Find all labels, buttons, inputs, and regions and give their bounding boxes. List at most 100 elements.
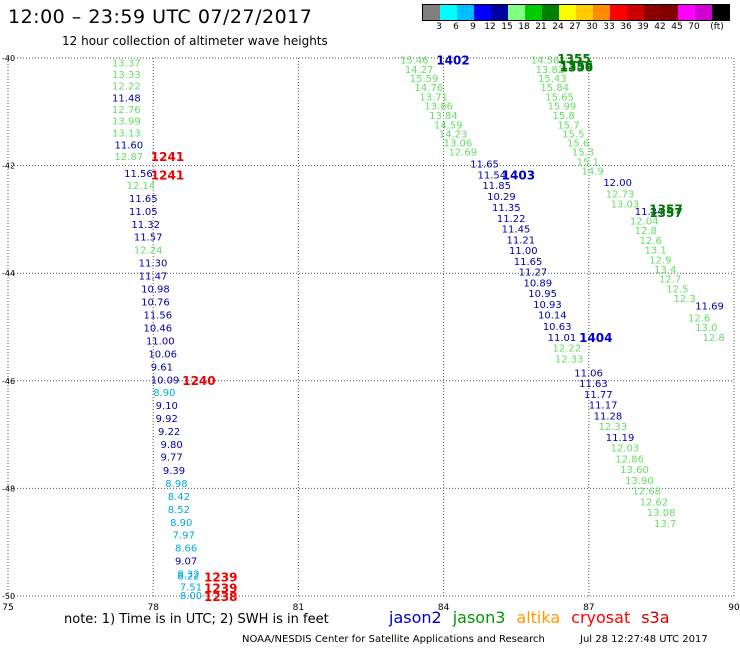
wave-height-value: 13.08 [647,508,676,519]
wave-height-value: 11.17 [589,401,618,412]
wave-height-value: 9.61 [151,362,173,373]
pass-number-label: 1239 [204,571,237,585]
wave-height-value: 14.9 [582,167,604,178]
wave-height-value: 11.65 [129,194,158,205]
pass-number-label: 1239 [204,581,237,595]
wave-height-value: 11.01 [548,333,577,344]
y-tick-label: -48 [2,484,15,493]
color-scale-bar [422,4,730,21]
wave-height-value: 11.00 [146,337,175,348]
wave-height-value: 10.63 [543,322,572,333]
wave-height-value: 12.04 [630,217,659,228]
scale-tick-label: 9 [470,22,476,32]
wave-height-value: 11.85 [482,181,511,192]
wave-height-value: 11.27 [519,268,548,279]
wave-height-value: 8.00 [180,591,202,602]
y-tick-label: -42 [2,162,15,171]
wave-height-value: 12.22 [553,344,582,355]
scale-swatch [695,5,712,20]
wave-height-value: 12.33 [598,422,627,433]
wave-height-value: 12.8 [635,226,657,237]
pass-number-label: 1241 [151,168,184,182]
wave-height-value: 10.93 [533,300,562,311]
wave-height-value: 9.92 [156,414,178,425]
wave-height-value: 8.90 [153,388,175,399]
scale-tick-label: 33 [603,22,615,32]
wave-height-value: 13.37 [112,58,141,69]
wave-height-value: 11.45 [502,225,531,236]
wave-height-value: 12.5 [666,284,688,295]
satellite-legend: jason2 jason3 altika cryosat s3a [389,608,681,627]
wave-height-value: 13.84 [429,111,458,122]
wave-height-value: 11.60 [114,141,143,152]
wave-height-value: 7.51 [180,582,202,593]
wave-height-value: 12.6 [688,313,710,324]
legend-cryosat: cryosat [571,608,631,627]
scale-swatch [423,5,440,20]
wave-height-value: 11.57 [134,233,163,244]
wave-height-value: 14.27 [405,65,434,76]
wave-height-value: 13.1 [644,246,666,257]
wave-height-value: 11.77 [584,390,613,401]
pass-number-label: 1357 [649,206,682,220]
wave-height-value: 9.10 [156,401,178,412]
wave-height-value: 12.8 [703,333,725,344]
wave-height-value: 11.06 [574,368,603,379]
pass-number-label: 1356 [560,61,593,75]
wave-height-value: 11.56 [124,169,153,180]
wave-height-value: 13.71 [419,92,448,103]
wave-height-value: 12.62 [640,497,669,508]
scale-tick-label: 3 [436,22,442,32]
wave-height-value: 11.47 [139,271,168,282]
wave-height-value: 11.56 [144,311,173,322]
wave-height-value: 15.6 [567,139,589,150]
legend-altika: altika [516,608,561,627]
scale-tick-label: 6 [453,22,459,32]
color-scale-ticks: 3 6 9 12 15 18 21 24 27 30 33 36 39 42 45 70 (ft) [422,22,732,34]
wave-height-value: 12.14 [127,181,156,192]
wave-height-value: 10.95 [528,289,557,300]
wave-height-value: 12.9 [649,255,671,266]
y-tick-label: -46 [2,377,15,386]
y-tick-label: -40 [2,54,15,63]
wave-height-value: 11.65 [470,160,499,171]
pass-number-label: 1404 [579,331,612,345]
scale-tick-label: 70 [688,22,700,32]
scale-swatch [678,5,695,20]
wave-height-value: 12.22 [112,82,141,93]
wave-height-value: 15.3 [572,148,594,159]
wave-height-value: 12.69 [448,148,477,159]
wave-height-value: 10.76 [141,297,170,308]
wave-height-value: 15.7 [557,120,579,131]
wave-height-value: 8.90 [170,518,192,529]
scale-swatch [440,5,457,20]
credit-line: NOAA/NESDIS Center for Satellite Applica… [242,634,545,645]
wave-height-value: 15.43 [538,74,567,85]
wave-height-value: 9.80 [160,440,182,451]
scale-swatch [559,5,576,20]
scale-swatch [457,5,474,20]
wave-height-value: 11.63 [579,379,608,390]
wave-height-value: 11.35 [492,203,521,214]
y-tick-label: -44 [2,269,15,278]
wave-height-value: 11.34 [635,207,664,218]
scale-swatch [525,5,542,20]
wave-height-value: 12.7 [659,275,681,286]
scale-tick-label: 36 [620,22,632,32]
pass-number-label: 1238 [204,590,237,604]
wave-height-value: 9.39 [163,466,185,477]
wave-height-value: 13.7 [654,519,676,530]
legend-jason3: jason3 [452,608,506,627]
wave-height-value: 10.29 [487,192,516,203]
wave-height-value: 12.24 [134,246,163,257]
wave-height-value: 13.06 [444,139,473,150]
wave-height-value: 15.65 [545,92,574,103]
wave-height-value: 8.52 [168,505,190,516]
wave-height-value: 15.46 [400,56,429,67]
wave-height-value: 9.77 [160,453,182,464]
wave-height-value: 10.09 [151,375,180,386]
wave-height-value: 10.06 [148,349,177,360]
pass-number-label: 1402 [436,54,469,68]
pass-number-label: 1240 [182,374,215,388]
scale-swatch [491,5,508,20]
